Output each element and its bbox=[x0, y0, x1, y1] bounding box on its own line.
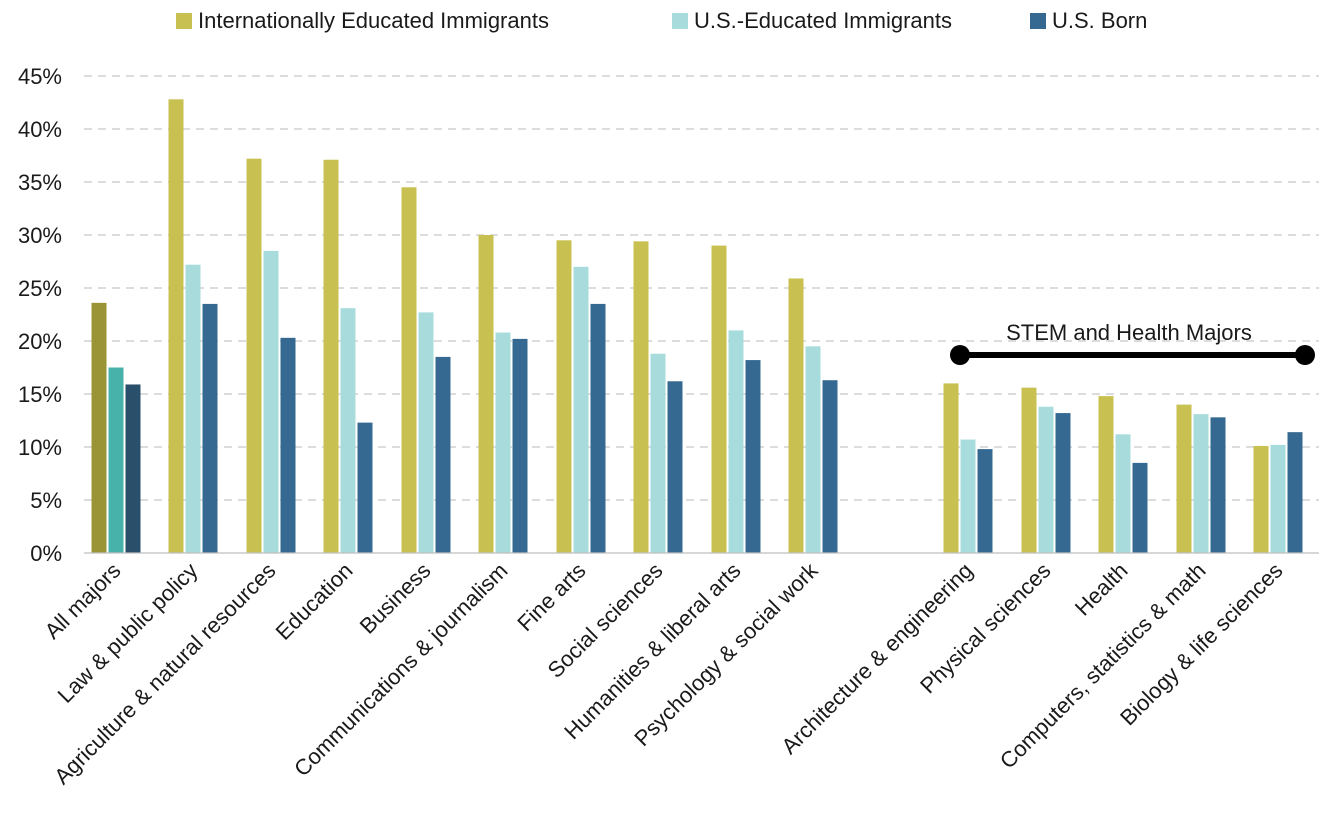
legend-label: U.S. Born bbox=[1052, 8, 1148, 33]
bar bbox=[1021, 387, 1037, 553]
x-tick-label: Fine arts bbox=[512, 558, 590, 636]
y-tick-label: 40% bbox=[18, 117, 62, 142]
bar bbox=[91, 302, 107, 553]
bar bbox=[960, 439, 976, 553]
bar bbox=[1038, 406, 1054, 553]
bar bbox=[788, 278, 804, 553]
x-tick-label: Business bbox=[355, 558, 436, 639]
legend-item-us-born: U.S. Born bbox=[1030, 8, 1147, 34]
bar bbox=[1270, 444, 1286, 553]
bar bbox=[478, 235, 494, 553]
y-tick-label: 0% bbox=[30, 541, 62, 566]
bar bbox=[418, 312, 434, 553]
bar bbox=[745, 360, 761, 553]
y-tick-label: 5% bbox=[30, 488, 62, 513]
bar bbox=[1193, 414, 1209, 553]
y-tick-label: 20% bbox=[18, 329, 62, 354]
bar bbox=[323, 159, 339, 554]
bar bbox=[246, 158, 262, 553]
legend-label: U.S.-Educated Immigrants bbox=[694, 8, 952, 33]
y-tick-label: 30% bbox=[18, 223, 62, 248]
y-tick-label: 10% bbox=[18, 435, 62, 460]
legend: Internationally Educated Immigrants U.S.… bbox=[0, 8, 1319, 38]
legend-item-us-educated: U.S.-Educated Immigrants bbox=[672, 8, 952, 34]
legend-swatch-icon bbox=[672, 13, 688, 29]
bar bbox=[556, 240, 572, 554]
bar bbox=[667, 381, 683, 553]
legend-item-international: Internationally Educated Immigrants bbox=[176, 8, 549, 34]
bar bbox=[1210, 417, 1226, 553]
bar bbox=[1132, 462, 1148, 553]
x-tick-label: Education bbox=[271, 558, 358, 645]
bar bbox=[977, 449, 993, 553]
bar bbox=[1055, 413, 1071, 553]
bar bbox=[728, 330, 744, 553]
bar bbox=[1098, 396, 1114, 553]
x-tick-label: Law & public policy bbox=[53, 558, 203, 708]
bar bbox=[822, 380, 838, 553]
annotation-endpoint bbox=[950, 345, 970, 365]
bar bbox=[202, 303, 218, 553]
annotation-endpoint bbox=[1295, 345, 1315, 365]
bar bbox=[512, 338, 528, 553]
y-tick-label: 35% bbox=[18, 170, 62, 195]
bar bbox=[1176, 404, 1192, 553]
bar bbox=[1253, 445, 1269, 553]
y-tick-label: 25% bbox=[18, 276, 62, 301]
bar bbox=[573, 266, 589, 553]
bar bbox=[633, 241, 649, 554]
bar bbox=[108, 367, 124, 553]
bar bbox=[805, 346, 821, 553]
annotation-label: STEM and Health Majors bbox=[1006, 320, 1252, 345]
bar bbox=[185, 264, 201, 553]
bar bbox=[401, 187, 417, 554]
legend-swatch-icon bbox=[1030, 13, 1046, 29]
bar bbox=[125, 384, 141, 553]
bar bbox=[340, 308, 356, 553]
y-tick-label: 15% bbox=[18, 382, 62, 407]
bar bbox=[650, 353, 666, 553]
x-tick-label: Physical sciences bbox=[915, 558, 1055, 698]
bar bbox=[943, 383, 959, 553]
bar bbox=[1287, 432, 1303, 553]
legend-label: Internationally Educated Immigrants bbox=[198, 8, 549, 33]
bar bbox=[1115, 434, 1131, 553]
bar bbox=[590, 303, 606, 553]
bar bbox=[168, 99, 184, 553]
x-tick-label: Health bbox=[1070, 558, 1133, 621]
bar bbox=[357, 422, 373, 553]
y-tick-label: 45% bbox=[18, 64, 62, 89]
bar bbox=[435, 356, 451, 553]
bar bbox=[263, 250, 279, 553]
bar bbox=[711, 245, 727, 553]
bar bbox=[280, 337, 296, 553]
legend-swatch-icon bbox=[176, 13, 192, 29]
bar bbox=[495, 332, 511, 553]
